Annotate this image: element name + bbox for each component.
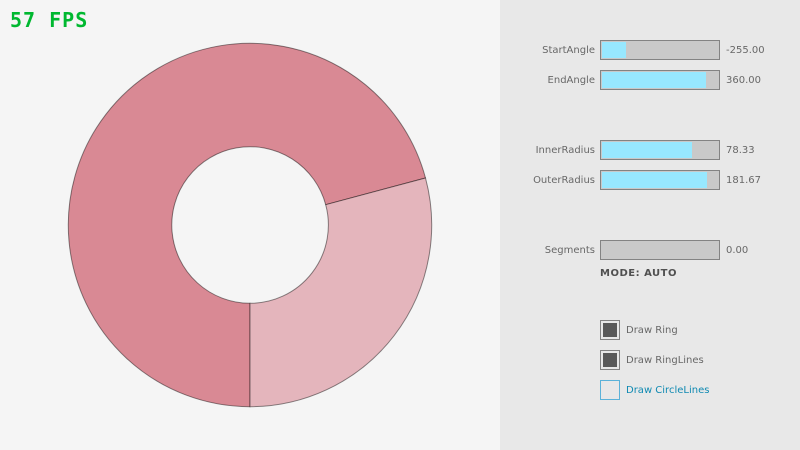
checkmark-icon bbox=[603, 353, 617, 367]
endangle-value: 360.00 bbox=[726, 75, 761, 86]
mode-text: MODE: AUTO bbox=[600, 268, 677, 279]
ring-segment-light bbox=[249, 177, 433, 408]
innerradius-slider[interactable] bbox=[600, 140, 720, 160]
innerradius-value: 78.33 bbox=[726, 145, 755, 156]
startangle-slider[interactable] bbox=[600, 40, 720, 60]
endangle-slider[interactable] bbox=[600, 70, 720, 90]
segments-value: 0.00 bbox=[726, 245, 749, 256]
ring-segment-dark bbox=[67, 42, 427, 408]
endangle-label: EndAngle bbox=[547, 75, 595, 86]
draw-ringlines-label: Draw RingLines bbox=[626, 355, 704, 366]
slider-fill bbox=[602, 142, 693, 158]
slider-fill bbox=[602, 72, 707, 88]
slider-fill bbox=[602, 42, 626, 58]
draw-ringlines-checkbox[interactable] bbox=[600, 350, 620, 370]
innerradius-label: InnerRadius bbox=[535, 145, 595, 156]
controls-panel bbox=[500, 0, 800, 450]
segments-label: Segments bbox=[544, 245, 595, 256]
segments-slider[interactable] bbox=[600, 240, 720, 260]
checkmark-icon bbox=[603, 323, 617, 337]
outerradius-value: 181.67 bbox=[726, 175, 761, 186]
startangle-label: StartAngle bbox=[542, 45, 595, 56]
slider-fill bbox=[602, 172, 708, 188]
fps-counter: 57 FPS bbox=[10, 8, 89, 32]
startangle-value: -255.00 bbox=[726, 45, 765, 56]
outerradius-slider[interactable] bbox=[600, 170, 720, 190]
outerradius-label: OuterRadius bbox=[533, 175, 595, 186]
draw-ring-checkbox[interactable] bbox=[600, 320, 620, 340]
draw-circlelines-checkbox[interactable] bbox=[600, 380, 620, 400]
draw-ring-label: Draw Ring bbox=[626, 325, 678, 336]
draw-circlelines-label: Draw CircleLines bbox=[626, 385, 710, 396]
